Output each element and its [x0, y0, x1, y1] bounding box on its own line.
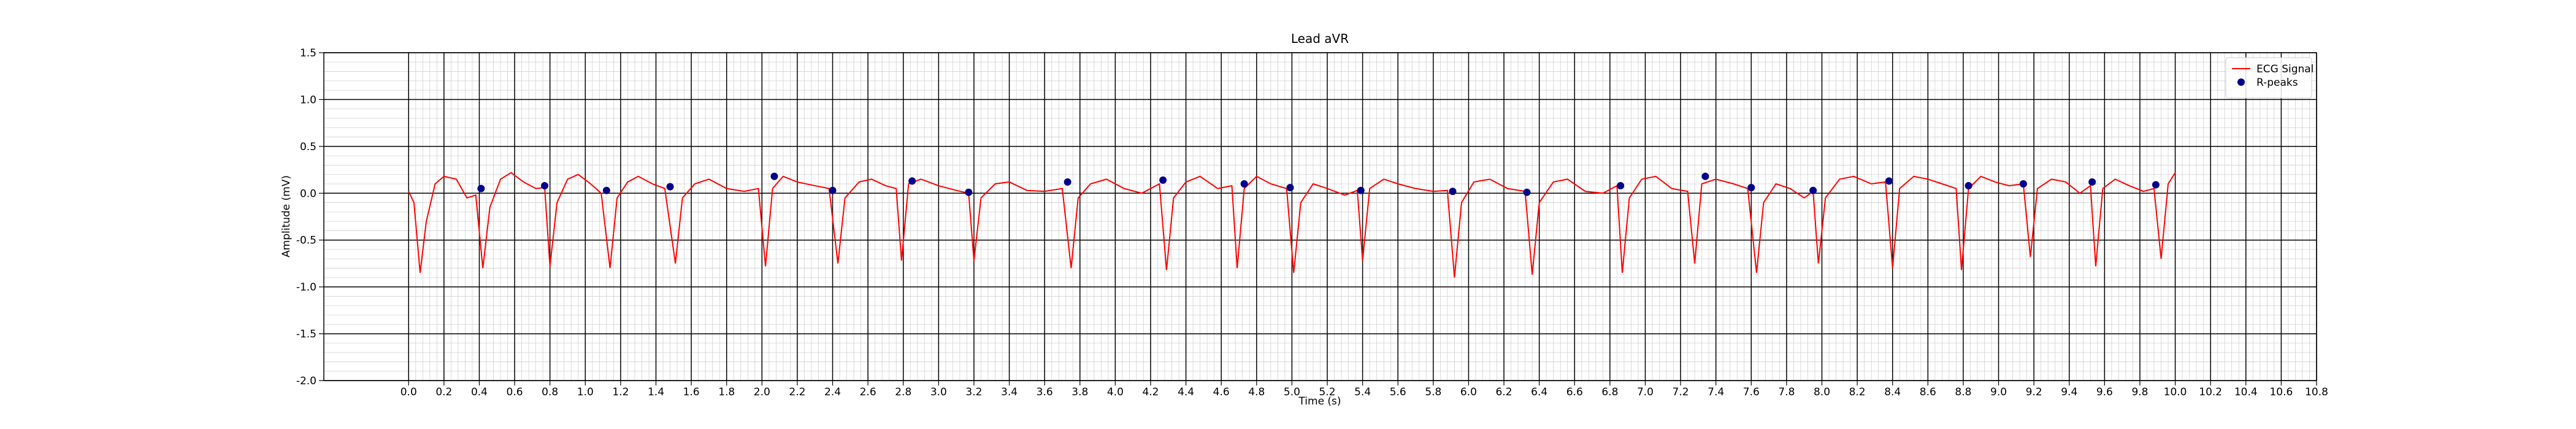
x-tick-label: 4.8: [1248, 386, 1265, 398]
r-peak: [2019, 180, 2027, 188]
y-tick-label: 0.5: [300, 141, 316, 153]
r-peak: [1357, 186, 1365, 194]
y-tick-label: 1.0: [300, 94, 316, 106]
x-tick-label: 3.8: [1071, 386, 1088, 398]
r-peak: [2088, 178, 2096, 186]
r-peak: [1885, 177, 1893, 185]
r-peak: [770, 172, 778, 180]
x-tick-label: 3.4: [1001, 386, 1018, 398]
x-tick-label: 6.4: [1531, 386, 1547, 398]
x-tick-label: 9.0: [1990, 386, 2007, 398]
x-tick-label: 9.4: [2061, 386, 2077, 398]
r-peak: [1747, 184, 1755, 192]
x-tick-label: 0.2: [435, 386, 452, 398]
x-tick-label: 6.2: [1496, 386, 1512, 398]
x-tick-label: 7.6: [1743, 386, 1760, 398]
x-tick-label: 4.0: [1107, 386, 1124, 398]
r-peak: [1159, 176, 1167, 184]
x-tick-label: 6.8: [1601, 386, 1618, 398]
x-tick-label: 10.8: [2305, 386, 2328, 398]
x-tick-label: 1.0: [577, 386, 594, 398]
r-peak: [2152, 181, 2160, 189]
x-tick-label: 1.4: [648, 386, 664, 398]
x-tick-label: 10.2: [2199, 386, 2222, 398]
x-tick-label: 2.6: [860, 386, 876, 398]
x-tick-label: 3.0: [930, 386, 947, 398]
x-tick-label: 8.8: [1955, 386, 1971, 398]
x-tick-label: 10.6: [2269, 386, 2293, 398]
y-tick-label: 1.5: [300, 47, 316, 59]
r-peak: [1523, 188, 1531, 196]
y-tick-label: -1.5: [296, 328, 316, 341]
x-tick-label: 0.8: [542, 386, 558, 398]
x-tick-label: 10.0: [2164, 386, 2187, 398]
legend-box: [2225, 57, 2312, 99]
r-peak: [1701, 172, 1709, 180]
x-tick-label: 9.8: [2131, 386, 2148, 398]
r-peak: [1809, 186, 1817, 194]
x-tick-label: 4.4: [1178, 386, 1194, 398]
y-tick-label: -0.5: [296, 235, 316, 247]
r-peak: [602, 186, 610, 194]
x-tick-label: 0.6: [507, 386, 523, 398]
x-tick-label: 5.4: [1354, 386, 1371, 398]
x-tick-label: 6.6: [1566, 386, 1583, 398]
x-tick-label: 2.4: [824, 386, 841, 398]
x-tick-label: 9.2: [2026, 386, 2042, 398]
x-tick-label: 8.2: [1849, 386, 1866, 398]
x-tick-label: 7.8: [1778, 386, 1795, 398]
r-peak: [829, 186, 837, 194]
r-peak: [1064, 178, 1071, 186]
x-tick-label: 3.2: [965, 386, 982, 398]
r-peak: [1617, 182, 1625, 190]
x-tick-label: 8.6: [1920, 386, 1936, 398]
r-peak: [541, 182, 549, 190]
r-peak: [477, 184, 485, 192]
r-peak: [1965, 182, 1972, 190]
x-tick-label: 2.8: [895, 386, 911, 398]
x-tick-label: 2.2: [789, 386, 805, 398]
r-peak: [1240, 180, 1248, 188]
y-tick-label: -1.0: [296, 281, 316, 294]
x-tick-label: 1.8: [718, 386, 735, 398]
x-tick-label: 8.0: [1814, 386, 1830, 398]
y-tick-label: 0.0: [300, 188, 316, 200]
x-tick-label: 5.2: [1319, 386, 1335, 398]
r-peak: [965, 188, 973, 196]
ecg-line: [408, 172, 2176, 278]
x-tick-label: 9.6: [2096, 386, 2113, 398]
x-tick-label: 5.6: [1390, 386, 1406, 398]
x-tick-label: 1.2: [612, 386, 629, 398]
chart-title: Lead aVR: [1291, 31, 1349, 46]
r-peak: [666, 183, 674, 191]
y-axis-label: Amplitude (mV): [280, 175, 293, 257]
x-tick-label: 8.4: [1884, 386, 1901, 398]
x-tick-label: 7.4: [1708, 386, 1724, 398]
x-tick-label: 5.0: [1284, 386, 1300, 398]
x-tick-label: 2.0: [754, 386, 770, 398]
x-axis-label: Time (s): [1298, 395, 1341, 408]
x-tick-label: 1.6: [683, 386, 700, 398]
x-tick-label: 4.6: [1213, 386, 1230, 398]
legend-label: ECG Signal: [2256, 63, 2313, 75]
x-tick-label: 6.0: [1460, 386, 1477, 398]
legend: ECG Signal R-peaks: [2225, 57, 2313, 99]
y-tick-label: -2.0: [296, 375, 316, 387]
x-tick-label: 5.8: [1425, 386, 1441, 398]
x-tick-label: 0.4: [471, 386, 488, 398]
x-tick-label: 10.4: [2234, 386, 2258, 398]
legend-swatch: [2237, 78, 2245, 86]
x-tick-label: 7.0: [1637, 386, 1654, 398]
x-tick-label: 7.2: [1673, 386, 1689, 398]
r-peak: [908, 177, 916, 185]
x-tick-label: 3.6: [1037, 386, 1053, 398]
x-tick-label: 4.2: [1142, 386, 1159, 398]
r-peak: [1449, 188, 1457, 196]
plot-frame: [323, 52, 2317, 381]
legend-label: R-peaks: [2256, 77, 2298, 89]
x-tick-label: 0.0: [401, 386, 417, 398]
r-peak: [1286, 184, 1294, 192]
